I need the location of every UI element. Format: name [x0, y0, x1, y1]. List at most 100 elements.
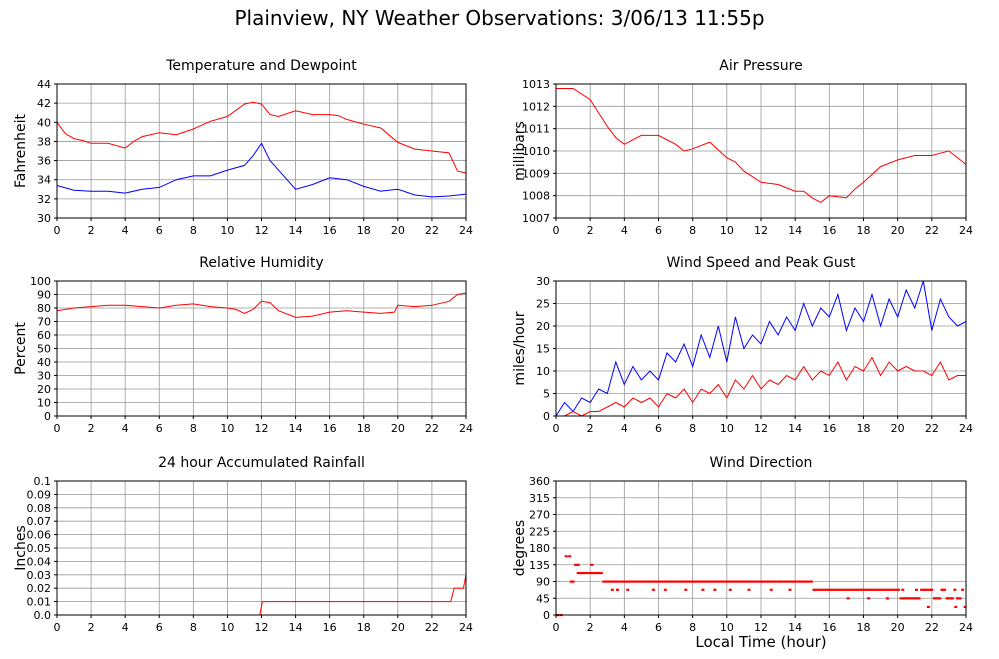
direction-point [630, 580, 634, 583]
direction-point [592, 571, 596, 575]
direction-point [904, 597, 908, 600]
direction-xtick-label: 24 [959, 621, 973, 634]
direction-xtick-label: 10 [720, 621, 734, 634]
direction-xtick-label: 8 [689, 621, 696, 634]
direction-point [610, 588, 614, 591]
direction-point [879, 588, 883, 591]
direction-point [840, 588, 844, 591]
wind-xtick-label: 12 [754, 422, 768, 435]
temp-series-red [56, 101, 467, 174]
rain-ytick-label: 0.02 [27, 582, 52, 595]
direction-point [889, 588, 893, 591]
direction-point [853, 588, 857, 591]
wind-series-red [556, 356, 966, 417]
direction-point [740, 580, 744, 583]
direction-point [866, 588, 870, 591]
direction-ytick-label: 315 [529, 492, 550, 505]
direction-point [699, 580, 703, 583]
wind-ytick-label: 5 [543, 388, 550, 401]
direction-point [730, 580, 734, 583]
direction-point [825, 588, 829, 591]
direction-point [743, 580, 747, 583]
temp-xtick-label: 24 [459, 224, 473, 237]
direction-point [701, 588, 705, 591]
temp-xtick-label: 12 [255, 224, 269, 237]
direction-point [633, 580, 637, 583]
direction-point [846, 597, 850, 600]
direction-point [940, 588, 944, 591]
wind-frame [555, 280, 967, 417]
direction-point [576, 563, 580, 566]
direction-point [571, 580, 575, 583]
direction-point [807, 580, 811, 583]
humidity-frame [56, 280, 467, 417]
direction-xtick-label: 16 [822, 621, 836, 634]
humidity-xtick-label: 14 [289, 422, 303, 435]
pressure-frame [555, 83, 967, 219]
humidity-ytick-label: 10 [37, 397, 51, 410]
direction-title: Wind Direction [710, 455, 813, 471]
direction-point [584, 571, 588, 575]
wind-series-blue [555, 280, 967, 417]
pressure-xtick-label: 8 [689, 224, 696, 237]
direction-point [661, 580, 665, 583]
direction-point [579, 571, 583, 575]
rain-ytick-label: 0.07 [27, 515, 52, 528]
direction-point [830, 588, 834, 591]
humidity-ytick-label: 50 [37, 343, 51, 356]
direction-point [809, 580, 813, 583]
direction-point [604, 580, 608, 583]
rain-ytick-label: 0.05 [27, 542, 52, 555]
direction-ytick-label: 135 [529, 559, 550, 572]
direction-point [815, 588, 819, 591]
direction-point [694, 580, 698, 583]
direction-point [897, 588, 901, 591]
direction-point [568, 555, 572, 558]
temp-xtick-label: 14 [289, 224, 303, 237]
direction-point [704, 580, 708, 583]
direction-point [761, 580, 765, 583]
wind-xtick-label: 24 [959, 422, 973, 435]
rain-xtick-label: 4 [122, 621, 129, 634]
direction-ytick-label: 360 [529, 475, 550, 488]
temp-xtick-label: 4 [122, 224, 129, 237]
direction-point [909, 597, 913, 600]
humidity-ytick-label: 30 [37, 370, 51, 383]
direction-point [961, 588, 965, 591]
humidity-xtick-label: 16 [323, 422, 337, 435]
direction-xtick-label: 4 [621, 621, 628, 634]
direction-ytick-label: 45 [536, 592, 550, 605]
direction-point [645, 580, 649, 583]
direction-point [858, 588, 862, 591]
humidity-ytick-label: 20 [37, 383, 51, 396]
direction-point [848, 588, 852, 591]
rain-xtick-label: 8 [190, 621, 197, 634]
humidity-series-red [56, 292, 467, 318]
direction-point [564, 555, 568, 558]
direction-point [945, 597, 949, 600]
temp-xtick-label: 8 [190, 224, 197, 237]
direction-point [656, 580, 660, 583]
direction-frame [555, 480, 967, 616]
wind-xtick-label: 2 [587, 422, 594, 435]
wind-ytick-label: 20 [536, 320, 550, 333]
wind-ylabel: miles/hour [512, 311, 528, 385]
wind-ytick-label: 30 [536, 275, 550, 288]
direction-point [620, 580, 624, 583]
direction-point [713, 588, 717, 591]
direction-ytick-label: 0 [543, 609, 550, 622]
wind-title: Wind Speed and Peak Gust [667, 255, 856, 271]
rain-xtick-label: 16 [323, 621, 337, 634]
direction-xtick-label: 6 [655, 621, 662, 634]
direction-point [786, 580, 790, 583]
pressure-ytick-label: 1007 [522, 212, 550, 225]
temp-ytick-label: 44 [37, 78, 51, 91]
wind-ytick-label: 10 [536, 365, 550, 378]
direction-point [938, 597, 942, 600]
wind-xtick-label: 10 [720, 422, 734, 435]
direction-point [728, 588, 732, 591]
direction-point [867, 597, 871, 600]
temp-ytick-label: 40 [37, 116, 51, 129]
humidity-ytick-label: 80 [37, 302, 51, 315]
